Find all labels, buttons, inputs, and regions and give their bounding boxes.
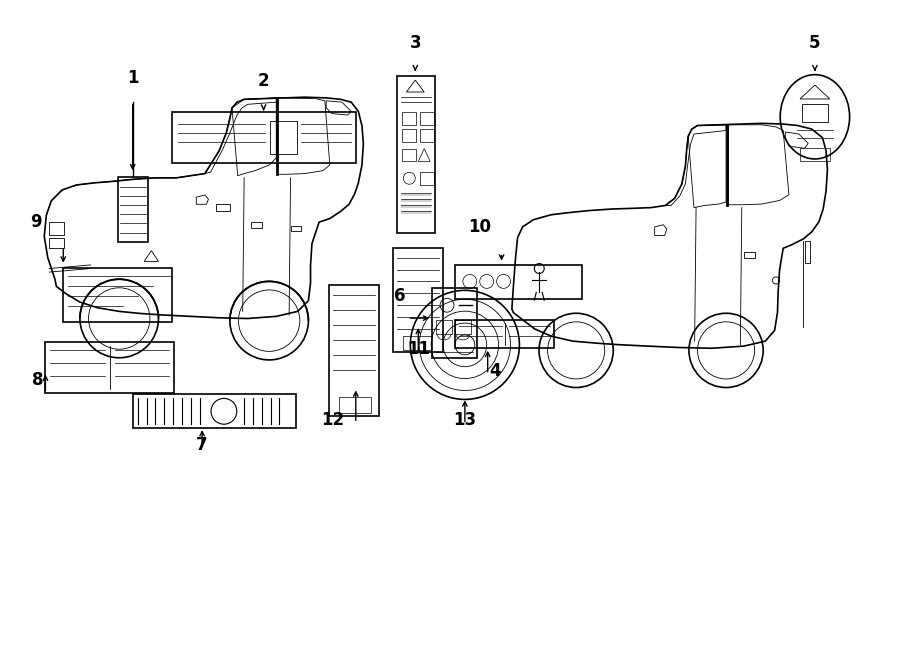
Bar	[291, 225, 302, 231]
Bar	[251, 222, 262, 228]
Bar	[455, 320, 471, 334]
Text: 11: 11	[407, 340, 430, 358]
Bar	[269, 121, 297, 153]
Bar	[398, 76, 435, 233]
Text: 8: 8	[32, 371, 43, 389]
Bar	[50, 222, 64, 235]
Bar	[402, 149, 417, 161]
Text: 9: 9	[30, 213, 41, 231]
Bar	[805, 241, 810, 262]
Text: 5: 5	[809, 34, 821, 52]
Text: 13: 13	[454, 411, 476, 429]
Text: 12: 12	[321, 411, 345, 429]
Bar	[173, 112, 356, 163]
Bar	[455, 320, 554, 348]
Bar	[420, 112, 434, 125]
Text: 2: 2	[257, 72, 269, 90]
Bar	[800, 147, 830, 161]
Bar	[393, 248, 443, 352]
Bar	[420, 129, 434, 141]
Bar	[402, 129, 417, 141]
Text: 3: 3	[410, 34, 421, 52]
Text: 7: 7	[196, 436, 208, 454]
Bar	[339, 397, 371, 413]
Text: 6: 6	[394, 288, 405, 305]
Text: 4: 4	[490, 362, 501, 379]
Bar	[329, 286, 379, 416]
Bar	[802, 104, 828, 122]
Bar	[216, 204, 230, 212]
Bar	[436, 320, 452, 334]
Bar	[45, 342, 175, 393]
Bar	[63, 268, 173, 322]
Text: 1: 1	[127, 69, 139, 87]
Bar	[132, 395, 296, 428]
Bar	[402, 112, 417, 125]
Text: 10: 10	[468, 218, 491, 236]
Bar	[403, 336, 431, 350]
Bar	[455, 264, 582, 299]
Bar	[744, 252, 754, 258]
Bar	[50, 238, 64, 248]
Bar	[432, 288, 477, 358]
Bar	[420, 173, 434, 185]
Bar	[118, 177, 148, 242]
